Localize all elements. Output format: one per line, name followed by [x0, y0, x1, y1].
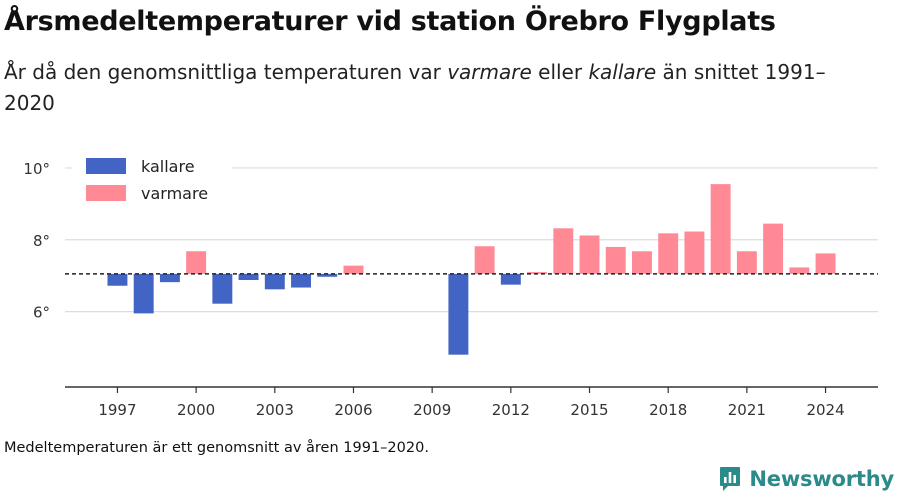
- bar-warmer: [186, 251, 207, 274]
- x-tick-label: 2021: [728, 401, 766, 419]
- subtitle-text: än snittet 1991–2020: [4, 60, 826, 115]
- bar-colder: [500, 273, 521, 285]
- bar-warmer: [553, 228, 574, 274]
- bar-warmer: [632, 251, 652, 274]
- bar-warmer: [710, 184, 731, 274]
- bar-colder: [107, 273, 128, 286]
- subtitle-cold-word: kallare: [588, 60, 657, 84]
- chart-title: Årsmedeltemperaturer vid station Örebro …: [4, 6, 776, 37]
- x-tick-label: 1997: [98, 401, 136, 419]
- subtitle-text: År då den genomsnittliga temperaturen va…: [4, 60, 448, 84]
- brand-name: Newsworthy: [749, 467, 894, 491]
- axes: 6° 8° 10° 1997 2000 2003 2006 2009 2012 2015 2018 2…: [23, 160, 878, 419]
- bar-warmer: [736, 251, 757, 274]
- chart-subtitle: År då den genomsnittliga temperaturen va…: [4, 57, 864, 119]
- legend-swatch: [86, 158, 126, 174]
- bar-colder: [291, 273, 311, 288]
- legend-swatch: [86, 185, 126, 201]
- y-tick-label: 8°: [33, 232, 50, 250]
- bar-warmer: [658, 233, 679, 274]
- bar-colder: [448, 273, 469, 355]
- newsworthy-logo-icon: [720, 467, 741, 491]
- x-tick-label: 2018: [649, 401, 687, 419]
- bar-warmer: [605, 246, 626, 274]
- x-tick-label: 2012: [492, 401, 530, 419]
- y-tick-label: 6°: [33, 304, 50, 322]
- x-tick-label: 2015: [570, 401, 608, 419]
- legend-label: varmare: [141, 184, 208, 203]
- x-tick-label: 2006: [334, 401, 372, 419]
- bar-warmer: [579, 235, 600, 274]
- bar-warmer: [684, 231, 705, 274]
- bar-colder: [212, 273, 233, 304]
- bars: [107, 184, 836, 355]
- bar-chart: 6° 8° 10° 1997 2000 2003 2006 2009 2012 2015 2018 2…: [23, 153, 878, 419]
- subtitle-text: eller: [531, 60, 589, 84]
- bar-colder: [317, 273, 338, 277]
- bar-warmer: [527, 272, 548, 274]
- bar-warmer: [763, 223, 784, 274]
- x-tick-label: 2009: [413, 401, 451, 419]
- x-tick-label: 2003: [256, 401, 294, 419]
- legend-label: kallare: [141, 157, 195, 176]
- bar-colder: [238, 273, 259, 280]
- footnote: Medeltemperaturen är ett genomsnitt av å…: [4, 440, 429, 456]
- y-tick-label: 10°: [23, 160, 50, 178]
- bar-warmer: [789, 267, 810, 274]
- bar-warmer: [343, 265, 364, 274]
- x-tick-label: 2024: [806, 401, 844, 419]
- bar-colder: [159, 273, 180, 283]
- bar-colder: [133, 273, 154, 314]
- x-tick-label: 2000: [177, 401, 215, 419]
- subtitle-warm-word: varmare: [447, 60, 532, 84]
- bar-colder: [264, 273, 285, 290]
- legend: kallare varmare: [72, 153, 232, 211]
- brand: Newsworthy: [719, 466, 894, 492]
- bar-warmer: [815, 253, 836, 274]
- bar-warmer: [474, 246, 495, 274]
